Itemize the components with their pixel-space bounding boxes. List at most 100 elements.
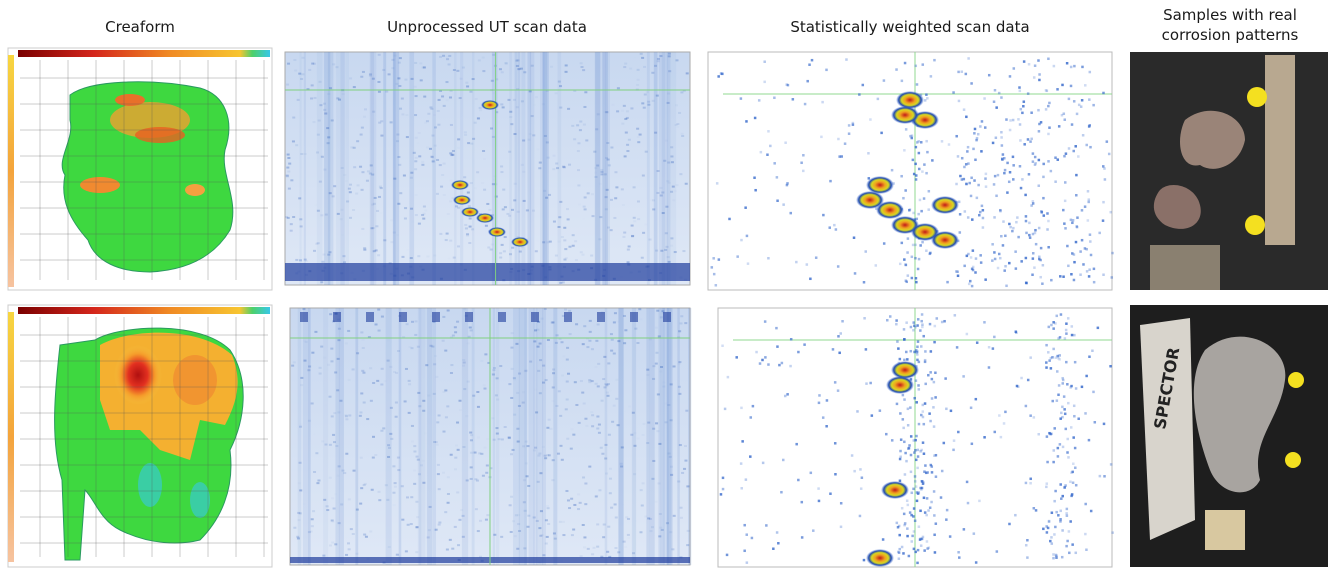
noise [646, 368, 650, 371]
speckle [908, 208, 911, 212]
noise [448, 538, 452, 541]
streak [340, 52, 345, 285]
noise [499, 469, 502, 471]
noise [637, 218, 641, 221]
speckle [930, 500, 933, 504]
speckle [1047, 325, 1051, 329]
streak [297, 308, 302, 565]
noise [581, 253, 585, 256]
noise [379, 187, 383, 190]
speckle [1031, 232, 1035, 236]
noise [680, 91, 684, 94]
noise [667, 452, 671, 455]
speckle [1063, 118, 1067, 121]
noise [386, 359, 390, 362]
speckle [972, 147, 975, 151]
noise [575, 323, 579, 326]
speckle [970, 442, 974, 446]
noise [360, 75, 364, 78]
speckle [906, 274, 910, 277]
speckle [952, 91, 955, 94]
noise [537, 369, 541, 372]
noise [319, 104, 323, 107]
noise [607, 525, 611, 528]
speckle [1052, 64, 1056, 68]
speckle [1011, 229, 1014, 233]
speckle [960, 178, 964, 181]
noise [359, 165, 363, 168]
speckle [929, 350, 933, 353]
noise [664, 248, 668, 251]
speckle [974, 561, 978, 564]
noise [552, 154, 556, 157]
noise [567, 372, 571, 375]
noise [560, 458, 564, 461]
top-spot [366, 312, 374, 322]
speckle [1027, 62, 1031, 66]
noise [469, 431, 473, 434]
speckle [841, 319, 844, 323]
noise [536, 240, 539, 242]
noise [299, 489, 303, 492]
noise [602, 523, 606, 526]
noise [292, 116, 296, 119]
noise [441, 339, 445, 342]
speckle [957, 551, 960, 554]
noise [606, 394, 610, 397]
speckle [754, 188, 757, 192]
speckle [860, 476, 864, 479]
noise [510, 367, 514, 370]
noise [542, 446, 545, 448]
noise [513, 535, 517, 538]
noise [617, 551, 621, 554]
noise [651, 71, 655, 74]
noise [609, 390, 612, 392]
speckle [780, 361, 784, 365]
noise [401, 255, 405, 258]
speckle [880, 131, 883, 135]
noise [685, 72, 689, 75]
noise [608, 555, 612, 558]
speckle [1053, 499, 1056, 503]
noise [524, 440, 528, 443]
noise [404, 367, 408, 370]
noise [343, 174, 346, 176]
speckle [910, 255, 914, 259]
noise [326, 142, 330, 145]
speckle [898, 479, 902, 483]
noise [516, 210, 520, 213]
speckle [809, 471, 813, 475]
noise [551, 321, 555, 324]
speckle [921, 170, 924, 173]
noise [518, 250, 522, 253]
noise [677, 336, 681, 339]
noise [544, 379, 548, 382]
noise [352, 469, 356, 472]
speckle [947, 143, 951, 146]
speckle [833, 442, 837, 445]
noise [508, 383, 512, 386]
noise [327, 136, 331, 139]
noise [588, 379, 592, 382]
speckle [920, 537, 924, 541]
noise [372, 381, 376, 384]
hotspot [891, 361, 919, 379]
noise [629, 67, 633, 70]
speckle [1070, 123, 1074, 126]
speckle [969, 194, 973, 198]
speckle [808, 63, 811, 66]
noise [369, 530, 373, 533]
speckle [1031, 252, 1035, 255]
noise [468, 225, 472, 228]
speckle [862, 558, 866, 562]
speckle [1015, 331, 1018, 335]
speckle [913, 324, 916, 328]
speckle [968, 181, 971, 185]
noise [641, 174, 645, 177]
noise [328, 544, 332, 547]
speckle [743, 549, 746, 553]
noise [652, 208, 656, 211]
speckle [996, 173, 1000, 177]
speckle [1092, 390, 1095, 394]
noise [421, 214, 425, 217]
